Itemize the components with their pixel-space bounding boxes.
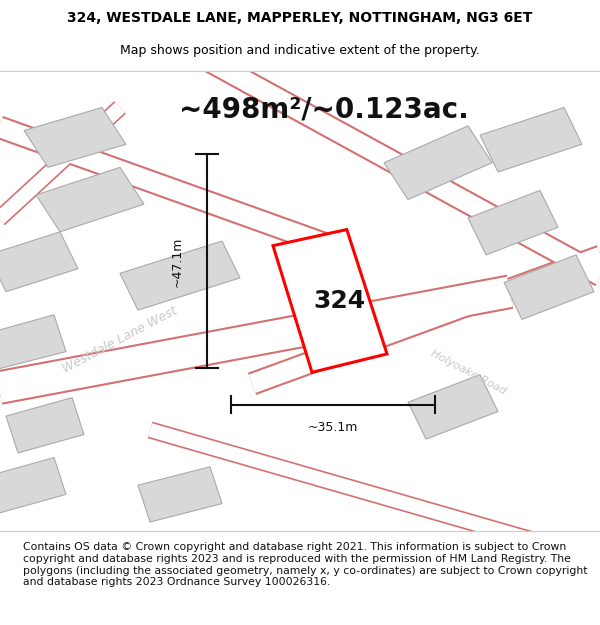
Polygon shape — [24, 107, 126, 168]
Polygon shape — [504, 255, 594, 319]
Polygon shape — [408, 374, 498, 439]
Text: 324, WESTDALE LANE, MAPPERLEY, NOTTINGHAM, NG3 6ET: 324, WESTDALE LANE, MAPPERLEY, NOTTINGHA… — [67, 11, 533, 24]
Polygon shape — [6, 398, 84, 453]
Text: 324: 324 — [313, 289, 365, 313]
Text: ~35.1m: ~35.1m — [308, 421, 358, 434]
Polygon shape — [480, 107, 582, 172]
Text: ~498m²/~0.123ac.: ~498m²/~0.123ac. — [179, 96, 469, 124]
Polygon shape — [138, 467, 222, 522]
Text: Holyoake Road: Holyoake Road — [428, 348, 508, 396]
Polygon shape — [120, 241, 240, 310]
Polygon shape — [384, 126, 492, 199]
Polygon shape — [36, 168, 144, 232]
Polygon shape — [0, 458, 66, 513]
Text: Westdale Lane West: Westdale Lane West — [61, 304, 179, 376]
Polygon shape — [0, 232, 78, 292]
Text: Map shows position and indicative extent of the property.: Map shows position and indicative extent… — [120, 44, 480, 58]
Text: Contains OS data © Crown copyright and database right 2021. This information is : Contains OS data © Crown copyright and d… — [23, 542, 587, 588]
Polygon shape — [273, 229, 387, 372]
Text: ~47.1m: ~47.1m — [170, 237, 184, 287]
Polygon shape — [468, 191, 558, 255]
Polygon shape — [0, 315, 66, 370]
